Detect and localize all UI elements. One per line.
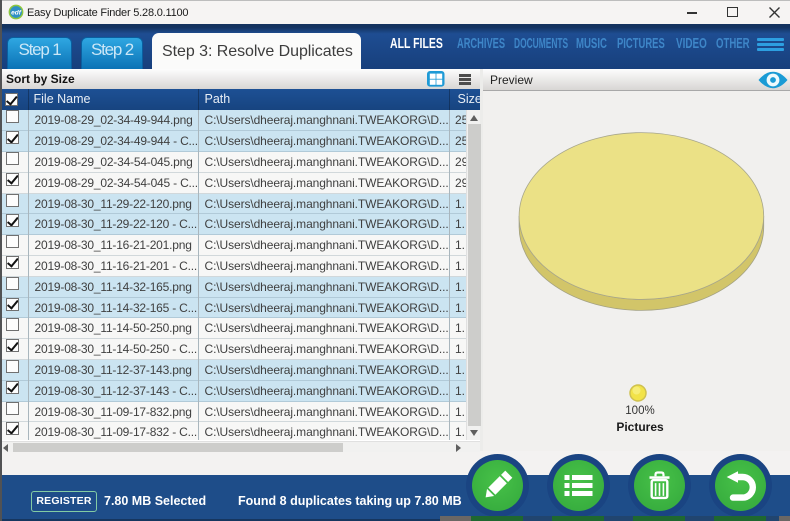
svg-text:edf: edf — [11, 9, 22, 16]
